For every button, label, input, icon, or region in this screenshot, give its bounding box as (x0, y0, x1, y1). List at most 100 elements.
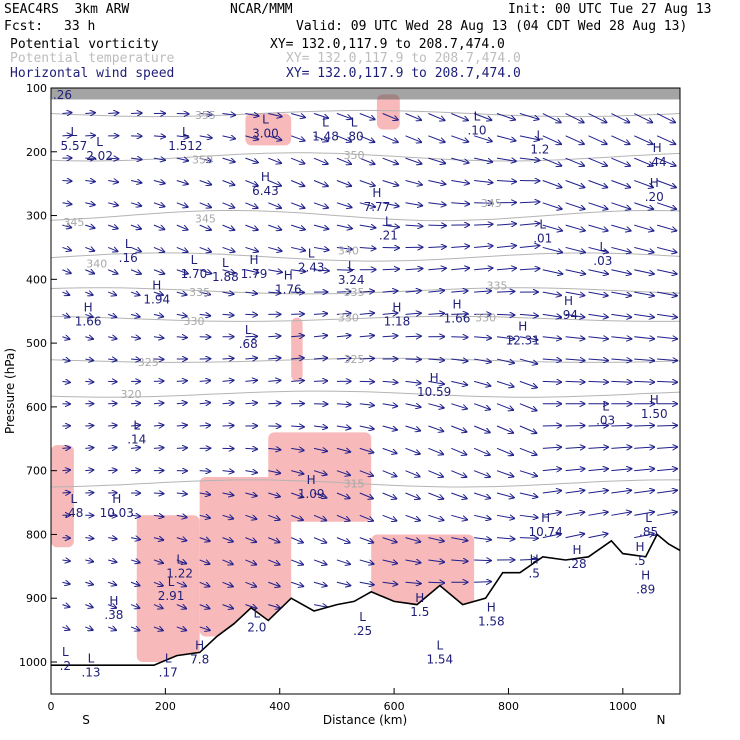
wind-vector (657, 447, 677, 448)
wind-vector (222, 403, 234, 404)
theta-contour (51, 209, 680, 222)
pv-extremum: H.28 (568, 543, 587, 571)
wind-vector (222, 314, 234, 315)
wind-vector (336, 492, 350, 498)
field-horizontal-wind-speed: Horizontal wind speed (10, 66, 175, 81)
pv-extremum: H.5 (528, 553, 539, 581)
extremum-value: 2.02 (86, 149, 113, 163)
wind-vector (634, 202, 653, 209)
pv-extremum: H.20 (645, 176, 664, 204)
wind-vector (222, 559, 233, 564)
extremum-value: 10.03 (100, 506, 134, 520)
x-tick-label: 800 (498, 700, 519, 713)
low-marker: L (182, 125, 189, 139)
wind-vector (565, 359, 585, 360)
wind-vector (222, 358, 234, 359)
theta-label: 340 (338, 245, 359, 258)
wind-vector (588, 469, 608, 471)
wind-vector (290, 514, 303, 520)
wind-vector (85, 426, 93, 427)
pv-extremum: H7.77 (364, 186, 391, 214)
wind-vector (62, 582, 69, 584)
wind-vector (222, 515, 234, 518)
wind-vector (313, 470, 327, 475)
wind-vector (153, 515, 163, 516)
wind-vector (245, 403, 257, 404)
wind-vector (176, 136, 189, 137)
wind-vector (313, 270, 329, 271)
wind-vector (382, 336, 398, 337)
wind-vector (519, 380, 537, 387)
pv-extremum: H1.66 (75, 301, 102, 329)
wind-vector (542, 292, 561, 295)
wind-vector (107, 627, 116, 630)
theta-contour (51, 252, 680, 262)
wind-vector (496, 337, 514, 339)
wind-vector (62, 470, 69, 471)
wind-vector (313, 582, 327, 586)
wind-vector (131, 113, 142, 114)
wind-vector (268, 202, 281, 208)
wind-vector (85, 538, 93, 539)
wind-vector (108, 470, 117, 471)
wind-vector (657, 381, 677, 382)
extremum-value: 1.94 (143, 292, 170, 306)
wind-vector (634, 113, 652, 123)
wind-vector (588, 337, 608, 339)
high-marker: H (392, 301, 401, 315)
pv-extremum: L1.48 (312, 116, 339, 144)
wind-vector (199, 471, 211, 472)
extremum-value: 1.22 (166, 567, 193, 581)
wind-vector (85, 627, 92, 630)
wind-vector (565, 447, 585, 448)
wind-vector (291, 358, 304, 359)
xy-potential-temperature: XY= 132.0,117.9 to 208.7,474.0 (286, 51, 521, 66)
theta-label: 320 (121, 388, 142, 401)
wind-vector (130, 560, 140, 563)
wind-vector (405, 203, 423, 206)
low-marker: L (222, 256, 229, 270)
wind-vector (336, 582, 350, 585)
y-tick-label: 400 (26, 273, 47, 286)
wind-vector (634, 447, 654, 448)
wind-vector (519, 538, 538, 539)
extremum-value: .03 (593, 254, 612, 268)
wind-vector (85, 270, 94, 274)
pv-extremum: H1.5 (410, 591, 429, 619)
high-marker: H (152, 278, 161, 292)
pv-extremum: L3.24 (338, 259, 365, 287)
low-marker: L (322, 116, 329, 130)
theta-label: 340 (86, 257, 107, 270)
wind-vector (62, 314, 69, 317)
wind-vector (222, 224, 235, 230)
wind-vector (153, 403, 163, 404)
wind-vector (291, 581, 303, 586)
wind-vector (268, 581, 279, 586)
wind-vector (107, 247, 117, 251)
wind-vector (588, 425, 608, 426)
wind-vector (474, 180, 492, 182)
wind-vector (290, 492, 303, 497)
wind-vector (268, 135, 281, 140)
wind-vector (428, 470, 443, 477)
wind-vector (268, 270, 282, 272)
wind-vector (313, 202, 328, 208)
wind-vector (428, 582, 444, 583)
wind-vector (222, 158, 235, 162)
wind-vector (85, 180, 94, 181)
wind-vector (496, 447, 513, 455)
wind-vector (634, 246, 653, 252)
wind-vector (85, 337, 93, 339)
wind-vector (634, 469, 654, 471)
high-marker: H (112, 492, 121, 506)
wind-vector (656, 224, 676, 231)
wind-vector (634, 291, 654, 296)
wind-vector (313, 537, 326, 543)
pv-extremum: L.17 (159, 651, 178, 679)
wind-vector (359, 291, 374, 292)
extremum-value: 1.58 (478, 614, 505, 628)
wind-vector (405, 537, 421, 542)
wind-vector (542, 447, 561, 448)
wind-vector (313, 605, 327, 608)
